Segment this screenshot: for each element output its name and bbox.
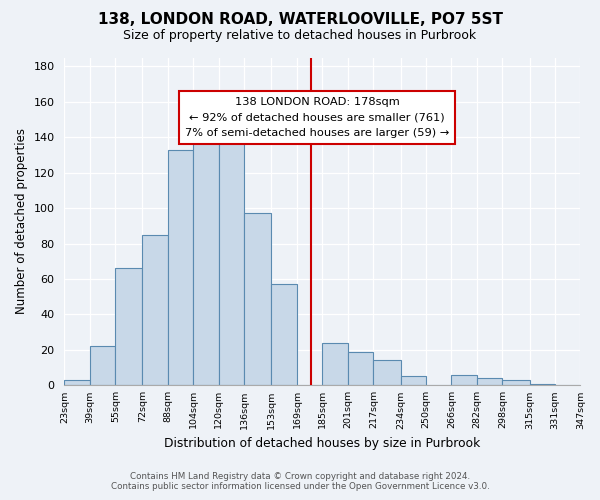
X-axis label: Distribution of detached houses by size in Purbrook: Distribution of detached houses by size … [164,437,481,450]
Bar [451,374,477,386]
Bar [219,120,244,386]
Bar [502,380,530,386]
Bar [348,352,373,386]
Bar [530,384,555,386]
Bar [193,132,219,386]
Bar [373,360,401,386]
Bar [401,376,426,386]
Text: Size of property relative to detached houses in Purbrook: Size of property relative to detached ho… [124,29,476,42]
Bar [168,150,193,386]
Bar [271,284,297,386]
Bar [142,234,168,386]
Bar [244,214,271,386]
Text: Contains HM Land Registry data © Crown copyright and database right 2024.
Contai: Contains HM Land Registry data © Crown c… [110,472,490,491]
Bar [477,378,502,386]
Y-axis label: Number of detached properties: Number of detached properties [15,128,28,314]
Text: 138 LONDON ROAD: 178sqm
← 92% of detached houses are smaller (761)
7% of semi-de: 138 LONDON ROAD: 178sqm ← 92% of detache… [185,97,449,138]
Bar [64,380,90,386]
Bar [115,268,142,386]
Text: 138, LONDON ROAD, WATERLOOVILLE, PO7 5ST: 138, LONDON ROAD, WATERLOOVILLE, PO7 5ST [97,12,503,28]
Bar [90,346,115,386]
Bar [322,343,348,386]
